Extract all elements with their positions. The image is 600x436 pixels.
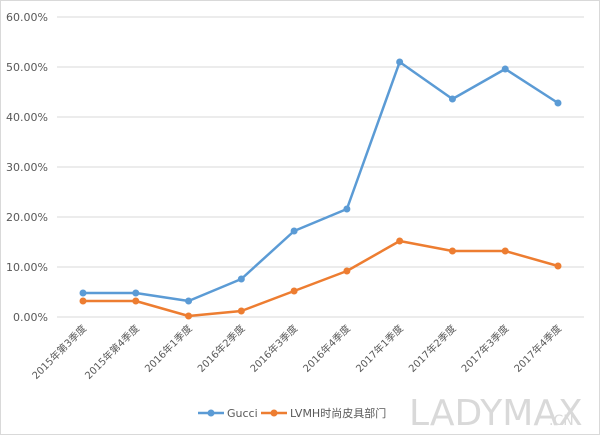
x-tick-label: 2016年2季度	[195, 322, 248, 375]
legend-marker-icon	[207, 409, 215, 417]
series-lines	[79, 58, 562, 320]
data-point-marker[interactable]	[79, 289, 87, 297]
watermark-suffix: .CN	[549, 413, 574, 429]
data-point-marker[interactable]	[343, 205, 351, 213]
x-tick-label: 2017年1季度	[353, 322, 406, 375]
data-point-marker[interactable]	[185, 312, 193, 320]
legend-label: Gucci	[227, 407, 258, 420]
data-point-marker[interactable]	[290, 227, 298, 235]
x-tick-label: 2016年4季度	[300, 322, 353, 375]
data-point-marker[interactable]	[554, 99, 562, 107]
data-point-marker[interactable]	[396, 58, 404, 66]
data-point-marker[interactable]	[448, 95, 456, 103]
x-tick-label: 2015年第4季度	[82, 322, 142, 382]
data-point-marker[interactable]	[501, 247, 509, 255]
x-tick-label: 2015年第3季度	[29, 322, 89, 382]
data-point-marker[interactable]	[237, 275, 245, 283]
x-tick-label: 2017年3季度	[458, 322, 511, 375]
legend: Gucci LVMH时尚皮具部门	[198, 406, 386, 420]
data-point-marker[interactable]	[237, 307, 245, 315]
x-tick-label: 2017年4季度	[511, 322, 564, 375]
data-point-marker[interactable]	[396, 237, 404, 245]
data-point-marker[interactable]	[79, 297, 87, 305]
data-point-marker[interactable]	[185, 297, 193, 305]
gridlines	[57, 16, 584, 318]
legend-marker-icon	[270, 409, 278, 417]
y-tick-label: 30.00%	[6, 161, 48, 174]
x-tick-label: 2016年1季度	[142, 322, 195, 375]
y-tick-label: 50.00%	[6, 61, 48, 74]
data-point-marker[interactable]	[132, 297, 140, 305]
y-tick-label: 20.00%	[6, 211, 48, 224]
data-point-marker[interactable]	[343, 267, 351, 275]
series-line	[83, 239, 559, 318]
y-tick-label: 60.00%	[6, 11, 48, 24]
series-lvmh	[79, 237, 562, 320]
x-tick-label: 2017年2季度	[406, 322, 459, 375]
watermark-logo: LADYMAX	[409, 393, 583, 434]
data-point-marker[interactable]	[132, 289, 140, 297]
y-tick-label: 40.00%	[6, 111, 48, 124]
legend-item-gucci[interactable]: Gucci	[198, 407, 258, 420]
data-point-marker[interactable]	[501, 65, 509, 73]
x-tick-label: 2016年3季度	[247, 322, 300, 375]
series-gucci	[79, 58, 562, 305]
data-point-marker[interactable]	[448, 247, 456, 255]
data-point-marker[interactable]	[554, 262, 562, 270]
data-point-marker[interactable]	[290, 287, 298, 295]
y-tick-label: 0.00%	[13, 311, 48, 324]
series-line	[83, 60, 559, 303]
y-axis-labels: 0.00% 10.00% 20.00% 30.00% 40.00% 50.00% 60.00…	[6, 11, 48, 324]
legend-item-lvmh[interactable]: LVMH时尚皮具部门	[261, 406, 386, 420]
legend-label: LVMH时尚皮具部门	[290, 406, 386, 420]
y-tick-label: 10.00%	[6, 261, 48, 274]
